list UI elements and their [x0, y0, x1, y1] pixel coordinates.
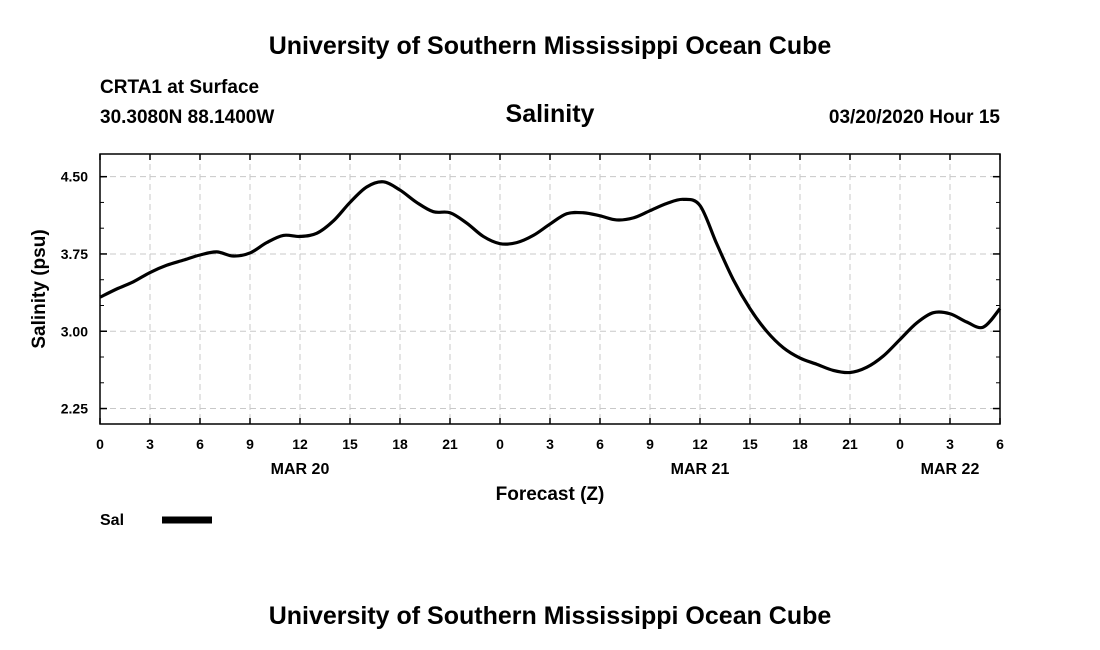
- x-tick-label: 0: [496, 436, 504, 452]
- y-axis-label: Salinity (psu): [29, 229, 50, 348]
- x-tick-label: 9: [646, 436, 654, 452]
- x-tick-label: 18: [792, 436, 808, 452]
- chart-title: Salinity: [505, 100, 595, 128]
- x-tick-label: 3: [546, 436, 554, 452]
- y-tick-label: 2.25: [61, 401, 88, 417]
- series-layer: [99, 180, 1002, 375]
- x-tick-label: 0: [896, 436, 904, 452]
- x-tick-label: 21: [842, 436, 858, 452]
- date-label: MAR 20: [271, 461, 330, 478]
- x-axis-label: Forecast (Z): [496, 484, 605, 505]
- x-tick-label: 6: [596, 436, 604, 452]
- grid-layer: [100, 154, 1000, 424]
- y-tick-label: 3.00: [61, 323, 88, 339]
- series-line-sal: [99, 180, 1002, 375]
- y-tick-label: 4.50: [61, 169, 88, 185]
- axis-layer: 0 3 6 9 12 15 18 21 0 3 6 9 12 15 18 21 0 3 6 4.50 3.75 3.00 2…: [61, 153, 1004, 478]
- x-tick-label: 18: [392, 436, 408, 452]
- legend-label: Sal: [100, 512, 124, 529]
- x-tick-label: 15: [742, 436, 758, 452]
- plot-frame: [99, 153, 1001, 425]
- date-label: MAR 22: [921, 461, 980, 478]
- x-tick-label: 9: [246, 436, 254, 452]
- x-tick-label: 3: [146, 436, 154, 452]
- station-label: CRTA1 at Surface: [100, 77, 260, 98]
- y-tick-label: 3.75: [61, 246, 88, 262]
- x-tick-label: 15: [342, 436, 358, 452]
- x-tick-label: 21: [442, 436, 458, 452]
- x-tick-label: 3: [946, 436, 954, 452]
- x-tick-label: 6: [196, 436, 204, 452]
- x-tick-label: 0: [96, 436, 104, 452]
- bottom-title: University of Southern Mississippi Ocean…: [268, 602, 832, 630]
- date-label: MAR 21: [671, 461, 730, 478]
- location-label: 30.3080N 88.1400W: [100, 107, 275, 128]
- x-tick-label: 12: [692, 436, 708, 452]
- timestamp-label: 03/20/2020 Hour 15: [828, 107, 1000, 128]
- x-tick-label: 6: [996, 436, 1004, 452]
- x-tick-label: 12: [292, 436, 308, 452]
- top-title: University of Southern Mississippi Ocean…: [268, 32, 832, 60]
